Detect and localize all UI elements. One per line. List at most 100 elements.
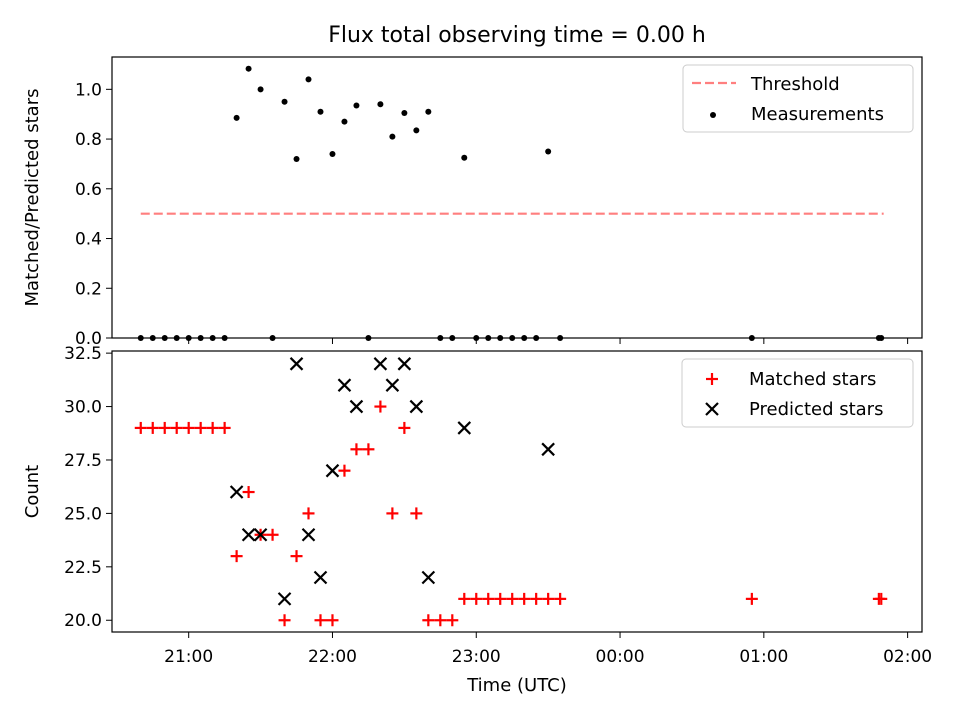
- y-tick-label: 30.0: [64, 398, 102, 418]
- x-tick-label: 01:00: [739, 647, 788, 667]
- legend-box: [681, 358, 914, 428]
- legend-bottom: Matched stars Predicted stars: [681, 358, 914, 428]
- matched-star-point: [134, 421, 147, 434]
- measurement-point: [317, 108, 324, 115]
- x-b: [289, 357, 304, 371]
- matched-star-point: [338, 464, 351, 477]
- x-b: [385, 378, 400, 392]
- measurement-point: [137, 335, 144, 341]
- measurement-point: [389, 133, 396, 140]
- measurement-point: [878, 335, 885, 341]
- predicted-star-point: [277, 592, 292, 606]
- measurement-point: [533, 335, 540, 341]
- matched-star-point: [470, 592, 483, 605]
- measurement-point: [509, 335, 516, 341]
- x-tick-label: 22:00: [308, 647, 357, 667]
- x-b: [397, 357, 412, 371]
- y-tick-label: 32.5: [64, 344, 102, 364]
- matched-star-point: [386, 507, 399, 520]
- measurement-point: [269, 335, 276, 341]
- predicted-star-point: [385, 378, 400, 392]
- measurement-point: [257, 86, 264, 93]
- matched-star-point: [362, 443, 375, 456]
- legend-measurement-label: Measurements: [751, 104, 884, 125]
- predicted-star-point: [325, 463, 340, 478]
- predicted-star-point: [409, 399, 424, 414]
- matched-star-point: [745, 592, 758, 605]
- measurement-point: [221, 335, 228, 341]
- legend-predicted-label: Predicted stars: [749, 399, 883, 420]
- predicted-star-point: [457, 421, 472, 435]
- matched-star-point: [446, 614, 459, 627]
- predicted-star-point: [301, 527, 316, 542]
- measurement-point: [748, 335, 755, 341]
- matched-star-point: [506, 592, 519, 605]
- measurement-point: [401, 109, 408, 116]
- matched-star-point: [302, 507, 315, 520]
- matched-star-point: [350, 443, 363, 456]
- measurement-point: [293, 155, 300, 162]
- x-b: [541, 442, 555, 457]
- top-panel: 0.0 0.2 0.4 0.6 0.8 1.0 Matched/Predicted star…: [22, 56, 923, 349]
- legend-top: Threshold Measurements: [682, 64, 914, 133]
- measurement-point: [197, 335, 204, 341]
- matched-star-point: [218, 421, 231, 434]
- y-tick-label: 0.0: [75, 329, 102, 349]
- matched-star-point: [518, 592, 531, 605]
- matched-star-point: [278, 614, 291, 627]
- measurement-point: [449, 335, 456, 341]
- x-b: [313, 570, 328, 585]
- matched-star-point: [314, 614, 327, 627]
- matched-star-point: [230, 550, 243, 563]
- matched-star-point: [242, 486, 255, 499]
- x-tick-label: 00:00: [596, 647, 645, 667]
- measurement-point: [149, 335, 156, 341]
- matched-star-point: [398, 421, 411, 434]
- legend-threshold-label: Threshold: [750, 74, 840, 95]
- measurement-point: [305, 76, 312, 83]
- measurement-point: [353, 102, 360, 109]
- matched-star-point: [494, 592, 507, 605]
- predicted-star-point: [253, 527, 268, 542]
- x-tick-label: 21:00: [164, 647, 213, 667]
- bottom-panel: 20.0 22.5 25.0 27.5 30.0 32.5 21:00 22:00 23:00 0…: [22, 344, 932, 667]
- x-b: [277, 592, 292, 606]
- x-b: [421, 570, 436, 585]
- measurement-point: [461, 154, 468, 161]
- matched-star-point: [410, 507, 423, 520]
- matched-star-point: [194, 421, 207, 434]
- x-b: [325, 463, 340, 478]
- matched-star-point: [422, 614, 435, 627]
- measurement-point: [545, 148, 552, 155]
- x-tick-label: 02:00: [883, 647, 932, 667]
- x-b: [373, 357, 388, 371]
- matched-star-point: [554, 592, 567, 605]
- matched-star-point: [182, 421, 195, 434]
- predicted-star-point: [421, 570, 436, 585]
- matched-star-point: [458, 592, 471, 605]
- matched-star-point: [482, 592, 495, 605]
- matched-star-point: [158, 421, 171, 434]
- measurement-point: [521, 335, 528, 341]
- measurement-point: [425, 108, 432, 115]
- predicted-star-point: [373, 357, 388, 371]
- matched-star-point: [266, 528, 279, 541]
- axes-frame: [111, 350, 923, 633]
- y-tick-label: 1.0: [75, 80, 102, 100]
- measurement-point: [233, 114, 240, 121]
- measurement-point: [413, 127, 420, 134]
- matched-star-point: [206, 421, 219, 434]
- predicted-star-point: [397, 357, 412, 371]
- y-tick-label: 22.5: [64, 558, 102, 578]
- x-axis-label: Time (UTC): [466, 675, 567, 696]
- x-b: [457, 421, 472, 435]
- predicted-star-point: [241, 527, 256, 542]
- measurement-point: [473, 335, 480, 341]
- measurement-point: [365, 335, 372, 341]
- axes-frame: [111, 56, 923, 339]
- measurement-point: [485, 335, 492, 341]
- predicted-star-point: [229, 485, 244, 499]
- measurement-point: [329, 150, 336, 157]
- y-axis-label: Matched/Predicted stars: [22, 89, 43, 307]
- matched-star-point: [530, 592, 543, 605]
